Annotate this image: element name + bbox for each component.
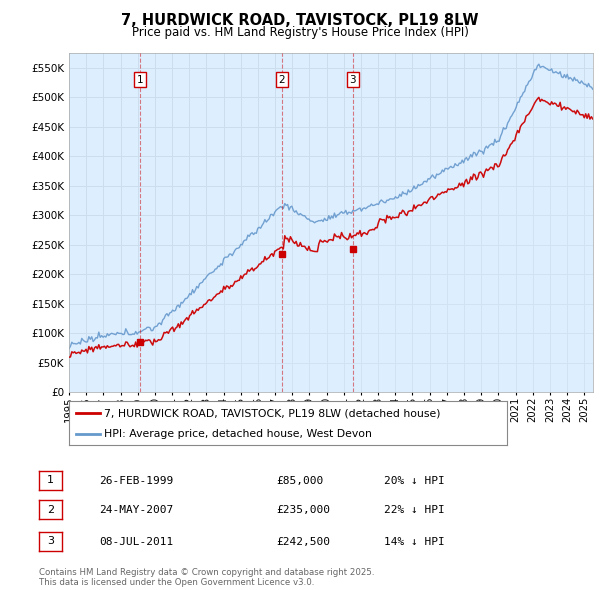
Text: 7, HURDWICK ROAD, TAVISTOCK, PL19 8LW: 7, HURDWICK ROAD, TAVISTOCK, PL19 8LW (121, 13, 479, 28)
Text: 08-JUL-2011: 08-JUL-2011 (99, 537, 173, 546)
Text: 20% ↓ HPI: 20% ↓ HPI (384, 476, 445, 486)
Text: 3: 3 (47, 536, 54, 546)
Text: 1: 1 (47, 476, 54, 486)
Text: £235,000: £235,000 (276, 506, 330, 515)
Text: 22% ↓ HPI: 22% ↓ HPI (384, 506, 445, 515)
Text: 24-MAY-2007: 24-MAY-2007 (99, 506, 173, 515)
Text: 2: 2 (47, 505, 54, 515)
Text: 7, HURDWICK ROAD, TAVISTOCK, PL19 8LW (detached house): 7, HURDWICK ROAD, TAVISTOCK, PL19 8LW (d… (104, 408, 440, 418)
Text: 3: 3 (349, 75, 356, 84)
Text: HPI: Average price, detached house, West Devon: HPI: Average price, detached house, West… (104, 428, 372, 438)
Text: £242,500: £242,500 (276, 537, 330, 546)
Text: 1: 1 (137, 75, 143, 84)
Text: 26-FEB-1999: 26-FEB-1999 (99, 476, 173, 486)
Text: Contains HM Land Registry data © Crown copyright and database right 2025.
This d: Contains HM Land Registry data © Crown c… (39, 568, 374, 587)
Text: Price paid vs. HM Land Registry's House Price Index (HPI): Price paid vs. HM Land Registry's House … (131, 26, 469, 39)
Text: £85,000: £85,000 (276, 476, 323, 486)
Text: 14% ↓ HPI: 14% ↓ HPI (384, 537, 445, 546)
Text: 2: 2 (278, 75, 285, 84)
